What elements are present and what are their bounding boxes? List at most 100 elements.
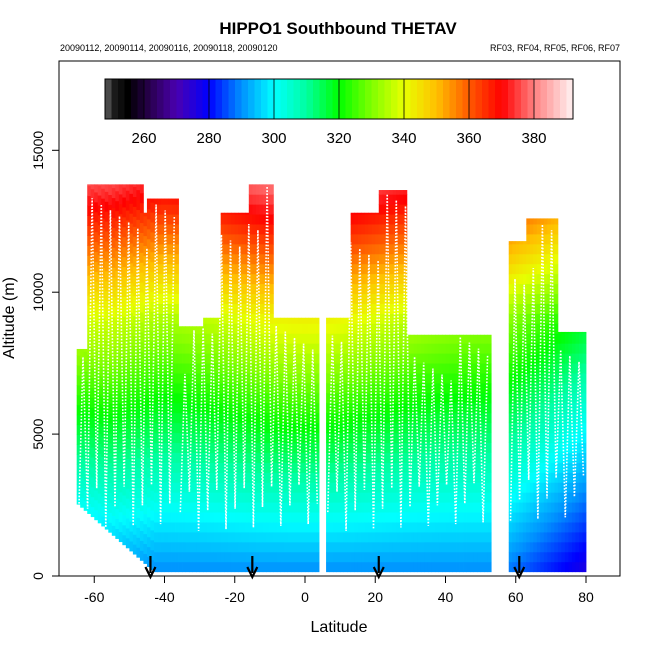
heatmap-cell <box>540 373 545 384</box>
heatmap-cell <box>157 363 162 374</box>
heatmap-cell <box>333 383 338 394</box>
heatmap-cell <box>512 452 517 463</box>
heatmap-cell <box>543 273 548 285</box>
heatmap-cell <box>533 313 538 324</box>
heatmap-cell <box>533 512 538 523</box>
heatmap-cell <box>364 492 369 503</box>
heatmap-cell <box>480 402 485 414</box>
heatmap-cell <box>396 204 401 215</box>
heatmap-cell <box>76 474 81 485</box>
heatmap-cell <box>368 273 373 285</box>
heatmap-cell <box>399 492 404 503</box>
heatmap-cell <box>568 432 573 444</box>
heatmap-cell <box>269 273 274 285</box>
heatmap-cell <box>206 502 211 513</box>
heatmap-cell <box>361 323 366 334</box>
heatmap-cell <box>354 234 359 245</box>
heatmap-cell <box>143 533 148 545</box>
heatmap-cell <box>357 502 362 513</box>
heatmap-cell <box>519 363 524 374</box>
heatmap-cell <box>519 241 524 245</box>
heatmap-cell <box>424 422 429 434</box>
heatmap-cell <box>259 561 264 573</box>
heatmap-cell <box>540 273 545 285</box>
heatmap-cell <box>434 502 439 513</box>
heatmap-cell <box>364 412 369 424</box>
heatmap-cell <box>196 402 201 414</box>
heatmap-cell <box>80 467 85 478</box>
heatmap-cell <box>449 482 453 493</box>
heatmap-cell <box>571 551 576 563</box>
heatmap-cell <box>160 283 165 295</box>
heatmap-cell <box>94 400 99 411</box>
heatmap-cell <box>224 383 229 394</box>
heatmap-cell <box>153 333 158 344</box>
heatmap-cell <box>343 363 348 374</box>
heatmap-cell <box>364 253 369 265</box>
heatmap-cell <box>438 502 443 513</box>
heatmap-cell <box>519 313 524 324</box>
heatmap-cell <box>192 551 197 563</box>
heatmap-cell <box>259 293 264 304</box>
heatmap-cell <box>543 541 548 553</box>
heatmap-cell <box>255 522 260 533</box>
heatmap-cell <box>83 411 88 422</box>
heatmap-cell <box>326 363 330 374</box>
heatmap-cell <box>550 492 555 503</box>
heatmap-cell <box>449 532 453 543</box>
heatmap-cell <box>224 561 229 573</box>
heatmap-cell <box>83 391 88 402</box>
heatmap-cell <box>199 551 204 563</box>
heatmap-cell <box>262 194 267 205</box>
heatmap-cell <box>385 422 390 434</box>
heatmap-cell <box>210 323 215 334</box>
heatmap-cell <box>375 492 380 503</box>
heatmap-cell <box>157 551 162 563</box>
heatmap-cell <box>255 462 260 473</box>
heatmap-cell <box>487 402 492 414</box>
heatmap-cell <box>206 422 211 434</box>
heatmap-cell <box>199 353 204 364</box>
heatmap-cell <box>540 551 545 563</box>
heatmap-cell <box>441 392 446 404</box>
heatmap-cell <box>118 243 123 254</box>
heatmap-cell <box>466 334 471 344</box>
heatmap-cell <box>150 241 155 253</box>
heatmap-cell <box>512 442 517 453</box>
colorbar-swatch <box>287 79 294 119</box>
heatmap-cell <box>266 353 271 364</box>
heatmap-cell <box>333 551 338 563</box>
heatmap-cell <box>164 551 169 563</box>
heatmap-cell <box>143 265 148 276</box>
heatmap-cell <box>336 541 341 553</box>
heatmap-cell <box>101 277 106 289</box>
heatmap-cell <box>350 263 355 275</box>
heatmap-cell <box>90 506 95 518</box>
heatmap-cell <box>255 432 260 444</box>
heatmap-cell <box>206 522 211 533</box>
heatmap-cell <box>94 341 99 352</box>
heatmap-cell <box>206 402 211 414</box>
heatmap-cell <box>526 234 531 245</box>
heatmap-cell <box>533 541 538 553</box>
heatmap-cell <box>564 502 569 513</box>
heatmap-cell <box>526 541 531 553</box>
heatmap-cell <box>192 392 197 404</box>
heatmap-cell <box>175 541 179 553</box>
heatmap-cell <box>168 532 172 543</box>
heatmap-cell <box>224 333 229 344</box>
heatmap-cell <box>269 243 274 255</box>
heatmap-cell <box>571 532 576 543</box>
heatmap-cell <box>136 418 141 429</box>
heatmap-cell <box>456 383 460 394</box>
heatmap-cell <box>189 452 193 463</box>
heatmap-cell <box>364 214 369 225</box>
heatmap-cell <box>389 373 394 384</box>
heatmap-cell <box>519 482 524 493</box>
heatmap-cell <box>297 333 302 344</box>
heatmap-cell <box>371 243 376 255</box>
heatmap-cell <box>550 462 555 473</box>
heatmap-cell <box>361 492 366 503</box>
heatmap-cell <box>224 452 229 463</box>
heatmap-cell <box>153 492 158 503</box>
